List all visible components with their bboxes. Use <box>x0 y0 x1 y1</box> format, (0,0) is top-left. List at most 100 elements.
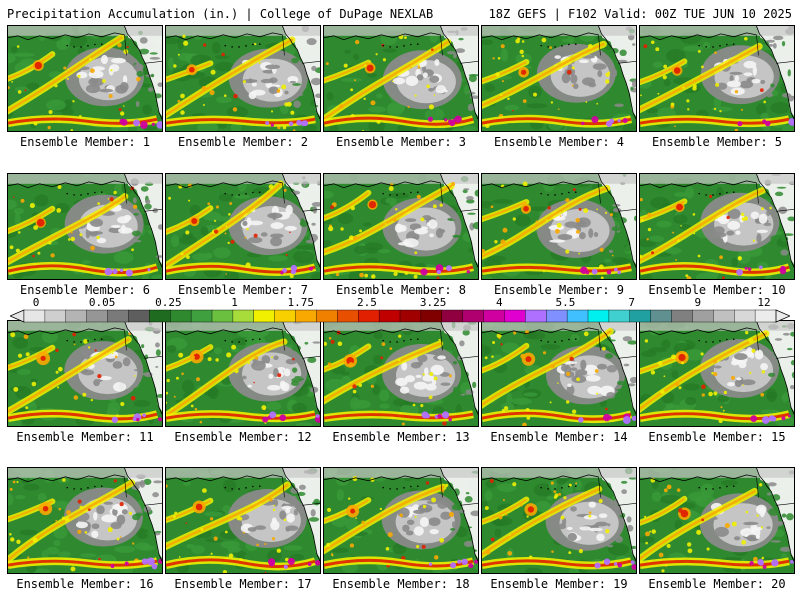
ensemble-member-label: Ensemble Member: 7 <box>177 283 309 297</box>
colorbar-segment <box>420 309 443 323</box>
colorbar-tick-label: 0 <box>32 296 40 309</box>
ensemble-member-label: Ensemble Member: 3 <box>335 135 467 149</box>
ensemble-member-map <box>639 173 795 280</box>
colorbar-segment <box>650 309 673 323</box>
precip-map-image <box>166 26 320 131</box>
colorbar-tick-label: 0.25 <box>155 296 182 309</box>
colorbar-tick-label: 1.75 <box>287 296 314 309</box>
colorbar-tick-label: 12 <box>757 296 771 309</box>
colorbar-segment <box>504 309 526 323</box>
colorbar-segment <box>441 309 464 323</box>
colorbar-segment <box>170 309 192 323</box>
ensemble-member-map <box>481 320 637 427</box>
ensemble-member-map <box>481 25 637 132</box>
ensemble-member-label: Ensemble Member: 16 <box>16 577 154 591</box>
colorbar-segment <box>211 309 234 323</box>
ensemble-member-label: Ensemble Member: 4 <box>493 135 625 149</box>
colorbar-segment <box>23 309 46 323</box>
colorbar-segment <box>483 309 505 323</box>
ensemble-member-map <box>165 467 321 574</box>
colorbar-segment <box>692 309 714 323</box>
ensemble-member-map <box>323 320 479 427</box>
ensemble-member-map <box>165 173 321 280</box>
ensemble-member-map <box>481 173 637 280</box>
run-valid-time: 18Z GEFS | F102 Valid: 00Z TUE JUN 10 20… <box>488 7 792 21</box>
precip-map-image <box>8 26 162 131</box>
colorbar-max-arrow <box>775 309 790 323</box>
colorbar-segment <box>546 309 568 323</box>
colorbar-segment <box>337 309 359 323</box>
precip-map-image <box>482 174 636 279</box>
colorbar-segment <box>629 309 652 323</box>
colorbar-tick-label: 1 <box>231 296 238 309</box>
colorbar-segment <box>399 309 422 323</box>
precip-map-image <box>324 26 478 131</box>
colorbar-segment <box>128 309 150 323</box>
colorbar-segment <box>378 309 401 323</box>
precip-map-image <box>8 321 162 426</box>
colorbar-tick-label: 4 <box>495 296 503 309</box>
precip-map-image <box>166 174 320 279</box>
ensemble-member-label: Ensemble Member: 9 <box>493 283 625 297</box>
ensemble-member-map <box>323 25 479 132</box>
ensemble-member-map <box>7 320 163 427</box>
precip-map-image <box>166 468 320 573</box>
colorbar-segment <box>713 309 735 323</box>
ensemble-member-map <box>481 467 637 574</box>
colorbar-segment <box>65 309 88 323</box>
precip-map-image <box>8 174 162 279</box>
colorbar-segment <box>316 309 338 323</box>
ensemble-member-label: Ensemble Member: 18 <box>332 577 470 591</box>
colorbar-segment <box>86 309 109 323</box>
colorbar-segment <box>253 309 276 323</box>
colorbar-min-arrow <box>10 309 25 323</box>
ensemble-member-label: Ensemble Member: 5 <box>651 135 783 149</box>
ensemble-member-label: Ensemble Member: 2 <box>177 135 309 149</box>
colorbar: 0 0.05 0.25 1 1.75 2.5 3.25 4 5.5 7 9 12 <box>10 296 790 323</box>
precip-map-image <box>482 468 636 573</box>
colorbar-segment <box>608 309 631 323</box>
precip-map-image <box>482 26 636 131</box>
colorbar-tick-label: 3.25 <box>419 296 447 309</box>
precip-map-image <box>166 321 320 426</box>
colorbar-segment <box>754 309 777 323</box>
precip-map-image <box>640 174 794 279</box>
ensemble-member-label: Ensemble Member: 8 <box>335 283 467 297</box>
ensemble-member-label: Ensemble Member: 6 <box>19 283 151 297</box>
colorbar-segment <box>232 309 255 323</box>
chart-title: Precipitation Accumulation (in.) | Colle… <box>7 7 434 21</box>
precip-map-image <box>324 174 478 279</box>
colorbar-segment <box>149 309 171 323</box>
ensemble-member-map <box>323 467 479 574</box>
precip-map-image <box>324 468 478 573</box>
ensemble-member-label: Ensemble Member: 10 <box>648 283 786 297</box>
colorbar-tick-label: 9 <box>694 296 702 309</box>
ensemble-member-map <box>639 320 795 427</box>
ensemble-member-label: Ensemble Member: 14 <box>490 430 628 444</box>
precip-map-image <box>640 26 794 131</box>
colorbar-scale <box>10 309 790 323</box>
ensemble-member-label: Ensemble Member: 17 <box>174 577 312 591</box>
ensemble-member-label: Ensemble Member: 11 <box>16 430 154 444</box>
colorbar-segment <box>274 309 297 323</box>
colorbar-segment <box>190 309 213 323</box>
colorbar-tick-label: 7 <box>628 296 635 309</box>
colorbar-tick-label: 0.05 <box>88 296 116 309</box>
ensemble-member-map <box>7 467 163 574</box>
ensemble-member-label: Ensemble Member: 13 <box>332 430 470 444</box>
colorbar-segment <box>671 309 693 323</box>
ensemble-member-map <box>639 467 795 574</box>
precip-map-image <box>640 468 794 573</box>
ensemble-member-map <box>7 173 163 280</box>
ensemble-member-label: Ensemble Member: 1 <box>19 135 151 149</box>
colorbar-tick-label: 5.5 <box>555 296 576 309</box>
colorbar-segment <box>566 309 589 323</box>
ensemble-member-map <box>323 173 479 280</box>
colorbar-segment <box>295 309 317 323</box>
ensemble-member-label: Ensemble Member: 12 <box>174 430 312 444</box>
colorbar-segment <box>107 309 129 323</box>
precip-map-image <box>640 321 794 426</box>
precip-map-image <box>8 468 162 573</box>
ensemble-member-map <box>165 25 321 132</box>
colorbar-segment <box>734 309 756 323</box>
